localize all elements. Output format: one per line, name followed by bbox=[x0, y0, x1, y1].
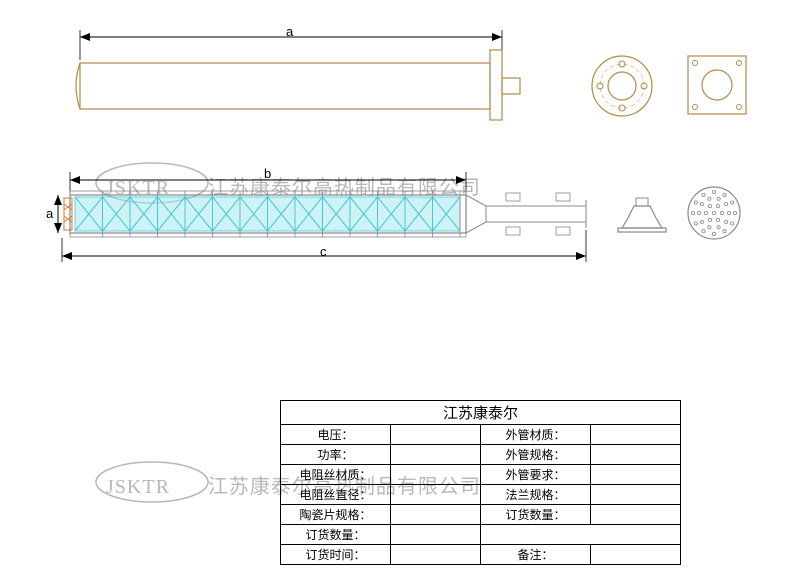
table-cell bbox=[591, 465, 681, 485]
table-cell: 外管材质： bbox=[481, 425, 591, 445]
tube-side-view bbox=[0, 20, 560, 140]
table-cell bbox=[391, 525, 481, 545]
table-cell: 电压： bbox=[281, 425, 391, 445]
table-title: 江苏康泰尔 bbox=[281, 401, 681, 425]
dim-a-label: a bbox=[286, 24, 293, 39]
table-cell bbox=[591, 485, 681, 505]
flange-square bbox=[684, 52, 750, 118]
heater-assembly bbox=[0, 160, 620, 270]
table-cell: 法兰规格： bbox=[481, 485, 591, 505]
table-row: 电阻丝直径： 法兰规格： bbox=[281, 485, 681, 505]
table-cell: 外管规格： bbox=[481, 445, 591, 465]
table-row: 电压： 外管材质： bbox=[281, 425, 681, 445]
table-row: 电阻丝材质： 外管要求： bbox=[281, 465, 681, 485]
table-row: 陶瓷片规格： 订货数量： bbox=[281, 505, 681, 525]
table-cell: 订货时间： bbox=[281, 545, 391, 565]
table-cell: 外管要求： bbox=[481, 465, 591, 485]
dim-b-label: b bbox=[264, 166, 271, 181]
table-cell: 电阻丝直径： bbox=[281, 485, 391, 505]
dim-left-a-label: a bbox=[46, 206, 53, 221]
flange-round bbox=[587, 51, 657, 121]
table-cell bbox=[591, 505, 681, 525]
bracket-front bbox=[612, 192, 672, 236]
table-cell bbox=[391, 465, 481, 485]
table-cell bbox=[391, 425, 481, 445]
table-cell: 订货数量： bbox=[481, 505, 591, 525]
table-cell: 陶瓷片规格： bbox=[281, 505, 391, 525]
table-row: 订货数量： bbox=[281, 525, 681, 545]
spec-table: 江苏康泰尔 电压： 外管材质： 功率： 外管规格： 电阻丝材质： 外管要求： 电阻丝直径： 法… bbox=[280, 400, 681, 565]
dim-c-label: c bbox=[320, 244, 327, 259]
table-cell bbox=[391, 505, 481, 525]
table-cell: 订货数量： bbox=[281, 525, 391, 545]
table-cell bbox=[481, 525, 681, 545]
table-row: 功率： 外管规格： bbox=[281, 445, 681, 465]
table-cell bbox=[391, 445, 481, 465]
table-cell bbox=[591, 545, 681, 565]
table-cell: 电阻丝材质： bbox=[281, 465, 391, 485]
table-cell bbox=[391, 545, 481, 565]
table-cell bbox=[591, 425, 681, 445]
table-cell: 功率： bbox=[281, 445, 391, 465]
table-cell bbox=[591, 445, 681, 465]
table-row: 订货时间： 备注： bbox=[281, 545, 681, 565]
table-cell bbox=[391, 485, 481, 505]
perforated-disc bbox=[684, 183, 744, 243]
watermark-ellipse-2 bbox=[92, 457, 232, 507]
table-cell: 备注： bbox=[481, 545, 591, 565]
